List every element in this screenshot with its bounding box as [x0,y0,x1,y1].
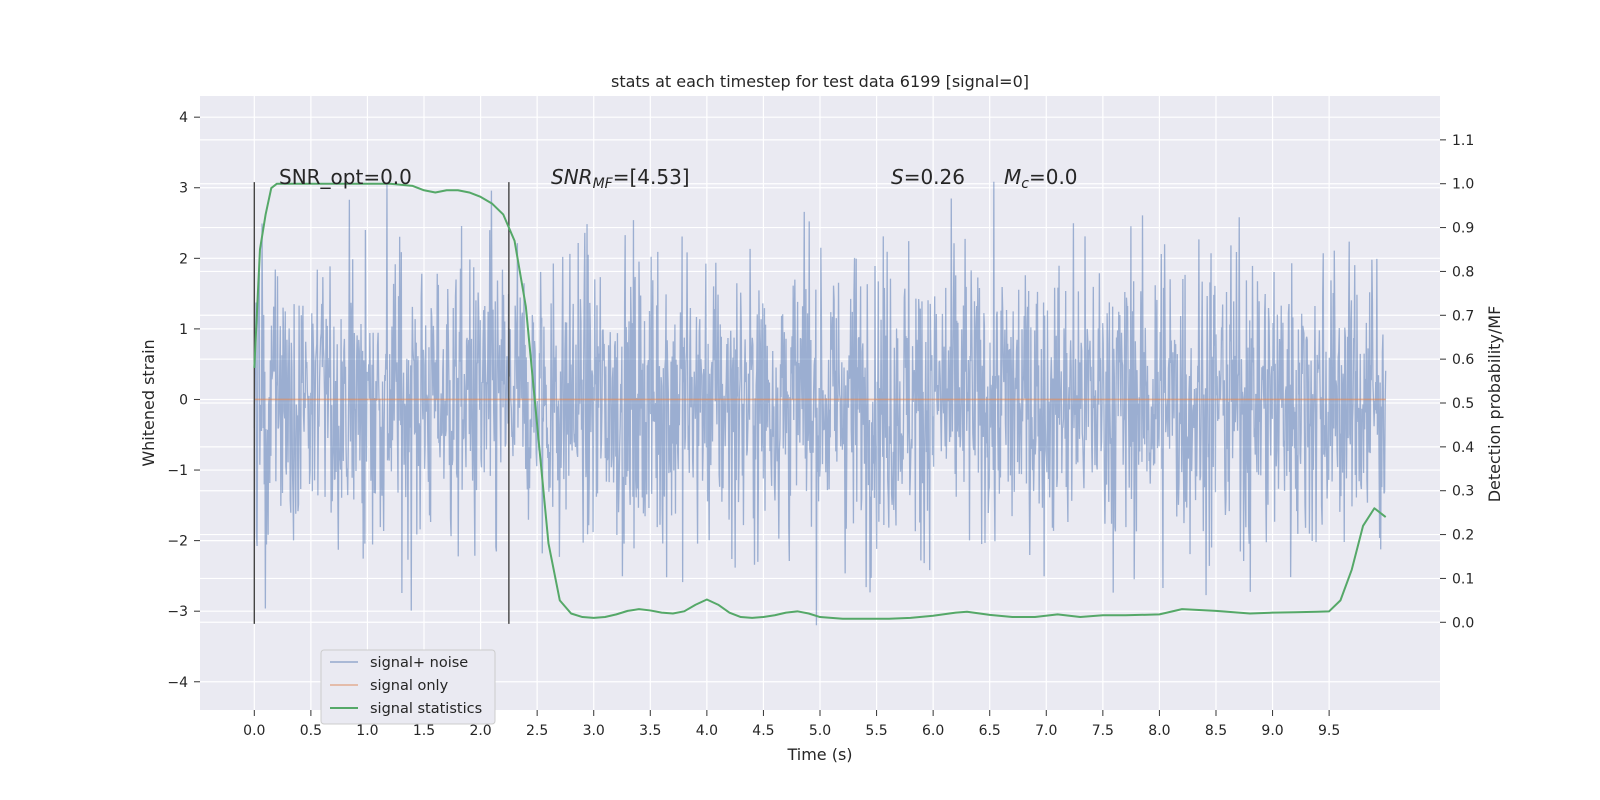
y-tick-label: 3 [179,181,188,197]
y-right-tick-label: 0.2 [1452,528,1474,544]
x-tick-label: 4.0 [696,723,718,739]
legend-label-stats: signal statistics [370,701,482,717]
y-tick-label: −2 [167,534,188,550]
y-right-axis-label: Detection probability/MF [1485,306,1504,503]
x-tick-label: 2.5 [526,723,548,739]
x-tick-label: 8.0 [1148,723,1170,739]
legend: signal+ noise signal only signal statist… [320,649,496,725]
mc-value: =0.0 [1029,165,1078,189]
x-tick-label: 2.0 [469,723,491,739]
y-tick-label: 2 [179,251,188,267]
vertical-markers [253,182,510,624]
x-tick-label: 0.0 [243,723,265,739]
x-tick-label: 8.5 [1205,723,1227,739]
legend-label-noise: signal+ noise [370,655,468,671]
y-tick-label: −4 [167,675,188,691]
y-right-tick-label: 0.4 [1452,440,1474,456]
annotation-snr-opt: SNR_opt=0.0 [279,165,412,189]
x-tick-label: 4.5 [752,723,774,739]
y-tick-labels: 4 3 2 1 0 −1 −2 −3 −4 [167,110,200,691]
y-tick-label: −1 [167,463,188,479]
y-right-tick-label: 0.7 [1452,308,1474,324]
mc-base: M [1004,165,1021,189]
y-right-tick-label: 0.3 [1452,484,1474,500]
mc-sub: c [1021,176,1029,192]
stats-series [253,182,1387,620]
y-right-tick-label: 1.1 [1452,133,1474,149]
annotation-s: S=0.26 [891,165,965,189]
snr-mf-base: SNR [551,165,593,189]
y-right-tick-labels: 1.1 1.0 0.9 0.8 0.7 0.6 0.5 0.4 0.3 0.2 0.1 0.0 [1440,133,1474,631]
x-tick-label: 6.5 [979,723,1001,739]
x-axis-label: Time (s) [786,745,852,764]
s-value: =0.26 [904,165,965,189]
x-tick-label: 9.0 [1261,723,1283,739]
x-tick-label: 3.5 [639,723,661,739]
y-right-tick-label: 0.6 [1452,352,1474,368]
y-right-tick-label: 1.0 [1452,177,1474,193]
y-tick-label: −3 [167,604,188,620]
noise-line [253,181,1387,626]
noise-series [253,181,1387,626]
y-right-tick-label: 0.1 [1452,571,1474,587]
s-symbol: S [891,165,904,189]
x-tick-label: 6.0 [922,723,944,739]
y-tick-label: 1 [179,322,188,338]
legend-box [320,649,496,725]
x-tick-label: 7.5 [1092,723,1114,739]
snr-mf-sub: MF [593,176,614,192]
y-right-tick-label: 0.0 [1452,615,1474,631]
y-axis-label: Whitened strain [139,339,158,466]
x-tick-label: 5.5 [865,723,887,739]
x-tick-label: 3.0 [583,723,605,739]
x-tick-label: 5.0 [809,723,831,739]
y-right-tick-label: 0.5 [1452,396,1474,412]
stats-line [253,182,1387,620]
annotation-snr-mf: SNRMF=[4.53] [551,165,690,192]
x-tick-label: 0.5 [300,723,322,739]
y-right-tick-label: 0.8 [1452,264,1474,280]
x-tick-label: 1.0 [356,723,378,739]
y-right-tick-label: 0.9 [1452,221,1474,237]
x-tick-labels: 0.0 0.5 1.0 1.5 2.0 2.5 3.0 3.5 4.0 4.5 5.0 5.5 6.0 6… [243,710,1340,739]
y-tick-label: 4 [179,110,188,126]
x-tick-label: 7.0 [1035,723,1057,739]
legend-label-signal: signal only [370,678,449,694]
chart-title: stats at each timestep for test data 619… [611,72,1029,91]
x-tick-label: 9.5 [1318,723,1340,739]
y-tick-label: 0 [179,392,188,408]
annotation-mc: Mc=0.0 [1004,165,1078,192]
snr-mf-value: =[4.53] [613,165,690,189]
x-tick-label: 1.5 [413,723,435,739]
